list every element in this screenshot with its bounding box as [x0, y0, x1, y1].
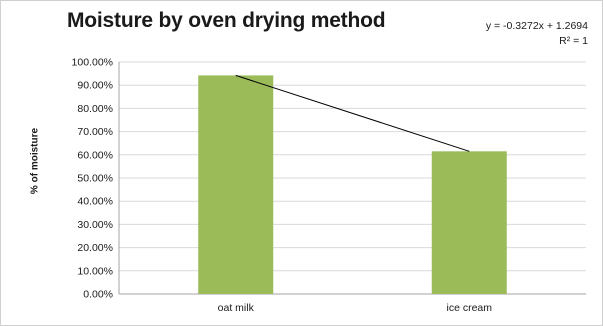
y-tick-label: 10.00%	[77, 265, 113, 277]
chart-title: Moisture by oven drying method	[67, 9, 386, 32]
y-tick-label: 90.00%	[77, 80, 113, 92]
bar	[198, 75, 274, 294]
trendline-r-squared: R² = 1	[559, 35, 588, 47]
y-tick-label: 50.00%	[77, 173, 113, 185]
y-tick-label: 70.00%	[77, 126, 113, 138]
x-tick-label: ice cream	[446, 302, 492, 314]
trendline	[235, 74, 470, 152]
y-tick-label: 100.00%	[72, 57, 113, 69]
y-tick-label: 80.00%	[77, 103, 113, 115]
bar	[431, 151, 507, 294]
x-tick-label: oat milk	[218, 302, 255, 314]
y-tick-label: 20.00%	[77, 242, 113, 254]
y-tick-label: 40.00%	[77, 196, 113, 208]
y-tick-label: 30.00%	[77, 219, 113, 231]
trendline-equation: y = -0.3272x + 1.2694	[485, 20, 588, 32]
y-tick-label: 0.00%	[83, 289, 113, 301]
trendline-label: y = -0.3272x + 1.2694 R² = 1	[486, 19, 588, 49]
y-tick-label: 60.00%	[77, 149, 113, 161]
